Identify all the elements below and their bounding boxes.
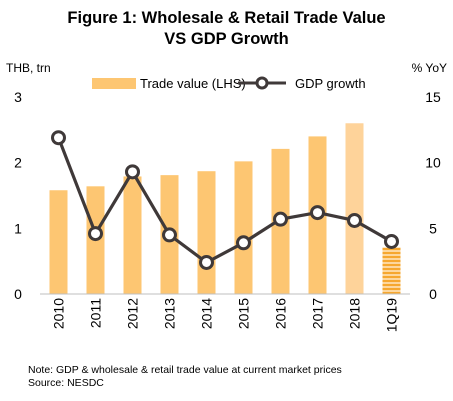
legend-marker-gdp-growth: [255, 76, 269, 90]
left-tick-label: 0: [14, 286, 22, 302]
bar-2014: [197, 171, 216, 294]
right-axis-unit: % YoY: [411, 61, 447, 75]
left-tick-label: 3: [14, 89, 22, 105]
x-tick-label-2010: 2010: [51, 298, 67, 329]
x-tick-label-2012: 2012: [125, 298, 141, 329]
legend-label-gdp-growth: GDP growth: [295, 76, 366, 91]
gdp-growth-point-2014: [199, 254, 214, 270]
x-axis-labels: 2010 2011 2012 2013 2014 2015 2016 2017 2018 1Q19: [51, 298, 400, 332]
x-tick-label-2018: 2018: [347, 298, 363, 329]
source-note: Source: NESDC: [28, 377, 104, 389]
bar-series: [49, 123, 401, 295]
gdp-growth-point-2017: [310, 205, 325, 221]
legend-label-trade-value: Trade value (LHS): [140, 76, 246, 91]
gdp-growth-line: [57, 137, 393, 265]
gdp-growth-point-2011: [88, 226, 103, 242]
right-tick-label: 5: [429, 220, 437, 236]
chart-subtitle: VS GDP Growth: [164, 30, 289, 48]
footnote: Note: GDP & wholesale & retail trade val…: [28, 364, 342, 376]
gdp-growth-point-2015: [236, 235, 251, 251]
right-tick-label: 10: [425, 155, 441, 171]
line-series: [51, 130, 399, 270]
left-tick-label: 2: [14, 155, 22, 171]
left-tick-label: 1: [14, 220, 22, 236]
x-tick-label-2016: 2016: [273, 298, 289, 329]
gdp-growth-point-1Q19: [384, 233, 399, 249]
x-tick-label-2011: 2011: [88, 298, 104, 328]
gdp-growth-point-2018: [347, 212, 362, 228]
gdp-growth-point-2016: [273, 211, 288, 227]
x-tick-label-2017: 2017: [310, 298, 326, 329]
bar-2018: [345, 123, 364, 295]
gdp-growth-point-2013: [162, 227, 177, 243]
x-tick-label-2013: 2013: [162, 298, 178, 329]
legend: Trade value (LHS) GDP growth: [92, 76, 366, 91]
bar-2010: [49, 190, 68, 294]
bar-2015: [234, 161, 253, 294]
gdp-growth-point-2010: [51, 130, 66, 146]
legend-swatch-trade-value: [92, 78, 136, 89]
gdp-growth-point-2012: [125, 164, 140, 180]
right-axis: 0 5 10 15: [425, 89, 441, 302]
left-axis-unit: THB, trn: [6, 61, 51, 75]
x-tick-label-1Q19: 1Q19: [384, 298, 400, 332]
x-tick-label-2014: 2014: [199, 298, 215, 329]
left-axis: 0 1 2 3: [14, 89, 22, 302]
bar-1Q19: [382, 247, 401, 294]
right-tick-label: 15: [425, 89, 441, 105]
bar-2012: [123, 176, 142, 294]
chart-title: Figure 1: Wholesale & Retail Trade Value: [67, 9, 386, 27]
right-tick-label: 0: [429, 286, 437, 302]
x-tick-label-2015: 2015: [236, 298, 252, 329]
